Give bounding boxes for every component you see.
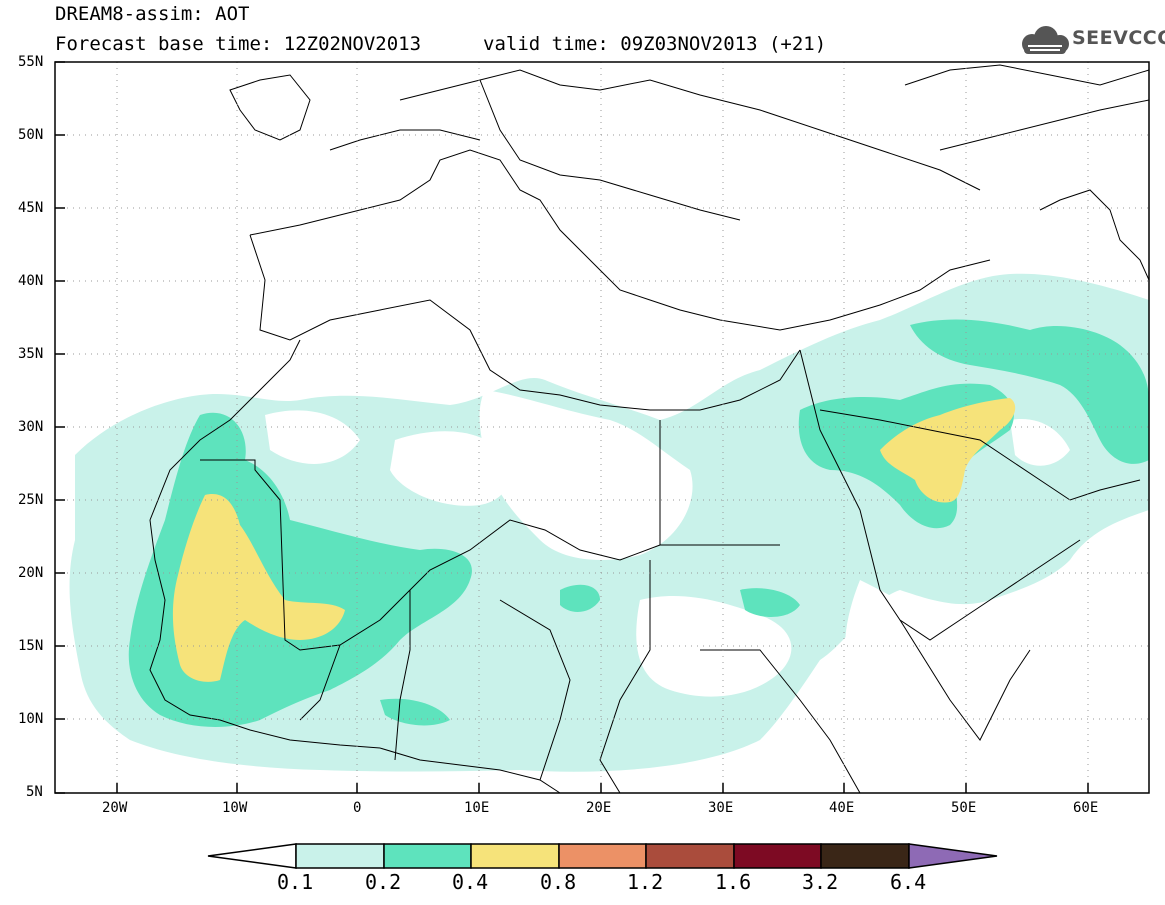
lon-label: 20W <box>102 800 128 816</box>
colorbar-under-arrow <box>207 843 297 869</box>
colorbar <box>207 843 998 869</box>
forecast-base-time: Forecast base time: 12Z02NOV2013 <box>55 33 422 55</box>
legend-label: 0.1 <box>277 870 314 894</box>
colorbar-bin-0.1 <box>295 843 385 869</box>
lon-label: 0 <box>353 800 362 816</box>
lon-label: 50E <box>951 800 977 816</box>
legend-label: 0.2 <box>365 870 402 894</box>
lon-label: 10E <box>464 800 490 816</box>
lat-label: 10N <box>18 711 44 727</box>
lat-label: 15N <box>18 638 44 654</box>
legend-label: 0.8 <box>540 870 577 894</box>
valid-time: valid time: 09Z03NOV2013 (+21) <box>483 33 827 55</box>
lon-label: 40E <box>829 800 855 816</box>
legend-label: 1.2 <box>627 870 664 894</box>
lon-label: 60E <box>1073 800 1099 816</box>
lon-label: 10W <box>222 800 248 816</box>
colorbar-bin-1.2 <box>645 843 735 869</box>
legend-label: 3.2 <box>802 870 839 894</box>
lat-label: 30N <box>18 419 44 435</box>
lat-label: 20N <box>18 565 44 581</box>
lat-label: 25N <box>18 492 44 508</box>
legend-label: 6.4 <box>890 870 927 894</box>
lon-label: 30E <box>708 800 734 816</box>
lat-label: 45N <box>18 200 44 216</box>
seevccc-logo <box>1022 26 1069 54</box>
colorbar-bin-3.2 <box>820 843 910 869</box>
lat-label: 35N <box>18 346 44 362</box>
colorbar-bin-0.8 <box>558 843 647 869</box>
lat-label: 40N <box>18 273 44 289</box>
colorbar-over-arrow <box>908 843 998 869</box>
graticule <box>55 62 1149 793</box>
lat-label: 50N <box>18 127 44 143</box>
colorbar-bin-1.6 <box>733 843 822 869</box>
axis-ticks <box>55 61 1089 794</box>
map-title: DREAM8-assim: AOT <box>55 3 250 25</box>
lat-label: 5N <box>26 784 43 800</box>
lon-label: 20E <box>586 800 612 816</box>
aot-0.4-region <box>172 398 1016 682</box>
logo-text: SEEVCCC <box>1072 27 1165 49</box>
colorbar-bin-0.4 <box>470 843 560 869</box>
lat-label: 55N <box>18 54 44 70</box>
legend-label: 1.6 <box>715 870 752 894</box>
legend-label: 0.4 <box>452 870 489 894</box>
colorbar-bin-0.2 <box>383 843 472 869</box>
clear-region <box>265 390 1070 708</box>
